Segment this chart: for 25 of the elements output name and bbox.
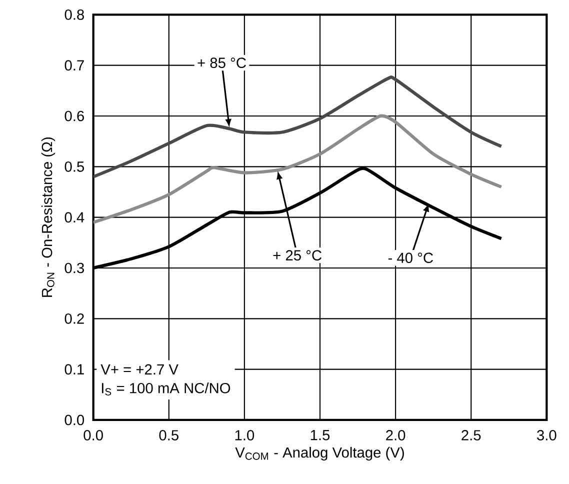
text: - 40 °C	[388, 252, 433, 264]
annotation: V+ = +2.7 V	[100, 364, 178, 374]
y-tick-label: 0.6	[64, 110, 84, 122]
x-tick-label: 3.0	[537, 430, 556, 440]
y-tick-label: 0.8	[64, 9, 84, 20]
line-series	[93, 114, 503, 224]
y-tick-label: 0.5	[64, 161, 84, 172]
annotation: I$_{S}$ = 100 mA NC/NO	[102, 382, 230, 396]
line-series	[93, 76, 503, 178]
x-tick-label: 0.5	[159, 430, 178, 440]
y-axis-title: R$_{ON}$ - On-Resistance (Ω)	[41, 138, 56, 297]
x-tick-label: 0.0	[84, 430, 103, 440]
y-tick-label: 0.2	[64, 313, 84, 324]
x-axis-title: V$_{COM}$ - Analog Voltage (V)	[235, 446, 404, 461]
y-tick-label: 0.4	[64, 212, 84, 223]
x-tick-label: 2.5	[462, 430, 481, 440]
y-tick-label: 0.0	[64, 414, 84, 426]
x-tick-label: 1.0	[235, 430, 254, 440]
x-tick-label: 2.0	[386, 430, 406, 440]
text: + 25 °C	[273, 250, 322, 261]
y-tick-label: 0.7	[64, 60, 84, 71]
x-tick-label: 1.5	[310, 430, 330, 440]
y-tick-label: 0.1	[64, 364, 84, 375]
y-tick-label: 0.3	[64, 262, 84, 274]
text: + 85 °C	[198, 58, 246, 68]
